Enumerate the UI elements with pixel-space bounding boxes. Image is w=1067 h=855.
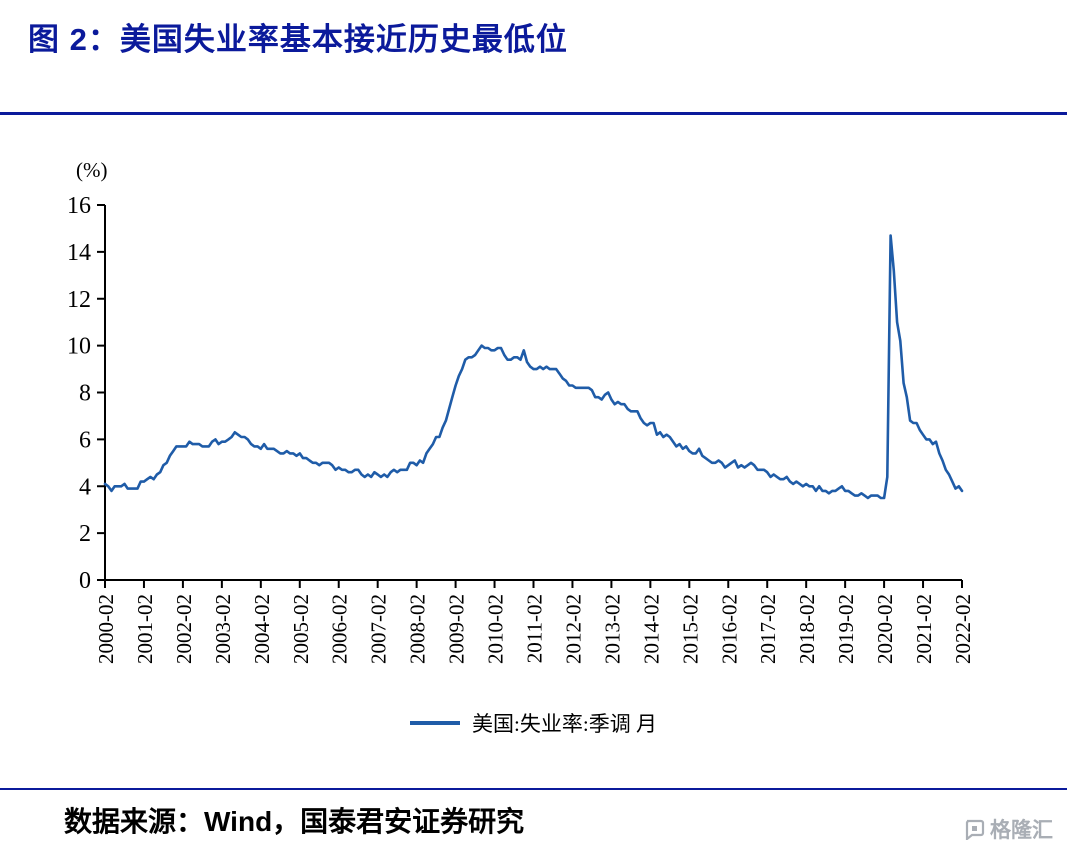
svg-text:2018-02: 2018-02	[795, 594, 819, 664]
source-divider	[0, 788, 1067, 790]
svg-text:2009-02: 2009-02	[445, 594, 469, 664]
svg-text:12: 12	[67, 287, 91, 313]
svg-text:2017-02: 2017-02	[756, 594, 780, 664]
legend-label: 美国:失业率:季调 月	[472, 712, 657, 736]
svg-text:2013-02: 2013-02	[600, 594, 624, 664]
watermark-text: 格隆汇	[990, 819, 1053, 842]
svg-text:2021-02: 2021-02	[912, 594, 936, 664]
gelonghui-logo-icon	[965, 819, 985, 840]
unemployment-rate-line-chart: 0 2 4 6 8 10 12 14 16 2000-02 2001-02 2002-02 2003-0…	[67, 193, 975, 664]
gelonghui-watermark: 格隆汇	[963, 814, 1053, 844]
svg-text:2006-02: 2006-02	[328, 594, 352, 664]
svg-text:2016-02: 2016-02	[717, 594, 741, 664]
svg-text:8: 8	[79, 381, 91, 407]
svg-text:2012-02: 2012-02	[561, 594, 585, 664]
svg-text:2019-02: 2019-02	[834, 594, 858, 664]
svg-text:4: 4	[79, 474, 91, 500]
y-axis-unit-label: (%)	[76, 158, 108, 182]
legend-line-swatch	[410, 721, 461, 725]
svg-text:2008-02: 2008-02	[406, 594, 430, 664]
svg-text:2000-02: 2000-02	[94, 594, 118, 664]
figure-title: 图 2：美国失业率基本接近历史最低位	[28, 22, 568, 57]
svg-text:2015-02: 2015-02	[678, 594, 702, 664]
title-divider	[0, 112, 1067, 115]
svg-text:2001-02: 2001-02	[133, 594, 157, 664]
svg-text:2020-02: 2020-02	[873, 594, 897, 664]
chart-legend: 美国:失业率:季调 月	[0, 708, 1067, 738]
svg-text:0: 0	[79, 568, 91, 594]
svg-text:2002-02: 2002-02	[172, 594, 196, 664]
svg-text:2004-02: 2004-02	[250, 594, 274, 664]
svg-text:6: 6	[79, 427, 91, 453]
svg-text:2007-02: 2007-02	[367, 594, 391, 664]
svg-text:16: 16	[67, 193, 91, 219]
svg-text:2010-02: 2010-02	[484, 594, 508, 664]
svg-text:2014-02: 2014-02	[639, 594, 663, 664]
svg-text:10: 10	[67, 334, 91, 360]
svg-text:2011-02: 2011-02	[523, 594, 547, 663]
svg-text:14: 14	[67, 240, 91, 266]
svg-text:2003-02: 2003-02	[211, 594, 235, 664]
svg-text:2022-02: 2022-02	[951, 594, 975, 664]
svg-text:2: 2	[79, 521, 91, 547]
svg-text:2005-02: 2005-02	[289, 594, 313, 664]
data-source-text: 数据来源：Wind，国泰君安证券研究	[64, 806, 525, 837]
